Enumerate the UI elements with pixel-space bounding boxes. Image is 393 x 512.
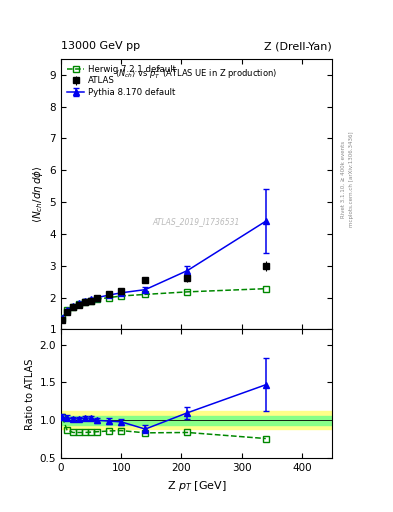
Herwig 7.2.1 default <box>60 315 65 322</box>
Herwig 7.2.1 default <box>185 289 190 295</box>
Text: 13000 GeV pp: 13000 GeV pp <box>61 41 140 51</box>
Bar <box>61 416 332 425</box>
Herwig 7.2.1 default <box>83 300 87 306</box>
Herwig 7.2.1 default <box>89 297 94 304</box>
Herwig 7.2.1 default <box>263 286 268 292</box>
Text: Z (Drell-Yan): Z (Drell-Yan) <box>264 41 332 51</box>
Text: ATLAS_2019_I1736531: ATLAS_2019_I1736531 <box>153 217 240 226</box>
Herwig 7.2.1 default <box>119 293 123 299</box>
Text: Rivet 3.1.10, ≥ 400k events: Rivet 3.1.10, ≥ 400k events <box>341 141 346 218</box>
Y-axis label: $\langle N_{ch}/d\eta\,d\phi\rangle$: $\langle N_{ch}/d\eta\,d\phi\rangle$ <box>31 165 45 223</box>
Herwig 7.2.1 default <box>107 294 112 301</box>
Herwig 7.2.1 default <box>77 301 81 307</box>
Herwig 7.2.1 default <box>71 304 75 310</box>
Text: mcplots.cern.ch [arXiv:1306.3436]: mcplots.cern.ch [arXiv:1306.3436] <box>349 132 354 227</box>
X-axis label: Z $p_{T}$ [GeV]: Z $p_{T}$ [GeV] <box>167 479 226 493</box>
Line: Herwig 7.2.1 default: Herwig 7.2.1 default <box>60 286 268 321</box>
Herwig 7.2.1 default <box>64 307 69 313</box>
Bar <box>61 411 332 430</box>
Y-axis label: Ratio to ATLAS: Ratio to ATLAS <box>25 358 35 430</box>
Legend: Herwig 7.2.1 default, ATLAS, Pythia 8.170 default: Herwig 7.2.1 default, ATLAS, Pythia 8.17… <box>65 63 177 99</box>
Text: $\langle N_{ch}\rangle$ vs $p^{Z}_{T}$ (ATLAS UE in Z production): $\langle N_{ch}\rangle$ vs $p^{Z}_{T}$ (… <box>116 66 277 80</box>
Herwig 7.2.1 default <box>143 291 148 297</box>
Herwig 7.2.1 default <box>95 296 99 302</box>
